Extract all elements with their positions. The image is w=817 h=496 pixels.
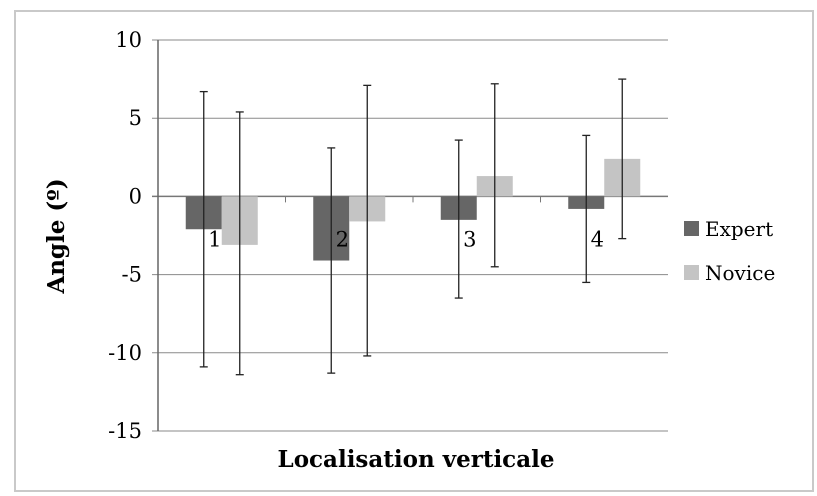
- category-label: 2: [336, 227, 349, 251]
- y-tick-label: -5: [122, 263, 142, 287]
- category-label: 4: [591, 227, 604, 251]
- legend-label-novice: Novice: [705, 261, 775, 285]
- legend: Expert Novice: [684, 217, 775, 285]
- y-tick-label: 0: [129, 184, 142, 208]
- y-tick-label: 5: [129, 106, 142, 130]
- x-tick-labels: 1 2 3 4: [208, 227, 604, 251]
- legend-swatch-novice: [684, 265, 699, 280]
- y-tick-label: -15: [108, 419, 142, 443]
- error-bars: [199, 78, 627, 376]
- y-tick-label: 10: [115, 28, 142, 52]
- y-tick-label: -10: [108, 341, 142, 365]
- category-label: 1: [208, 227, 221, 251]
- legend-swatch-expert: [684, 221, 699, 236]
- category-label: 3: [463, 227, 476, 251]
- y-tick-labels: 10 5 0 -5 -10 -15: [108, 28, 142, 443]
- chart-frame: [14, 10, 814, 492]
- bars: [185, 158, 641, 261]
- y-axis-title: Angle (º): [43, 178, 70, 294]
- x-axis-title: Localisation verticale: [278, 446, 555, 473]
- legend-label-expert: Expert: [705, 217, 773, 241]
